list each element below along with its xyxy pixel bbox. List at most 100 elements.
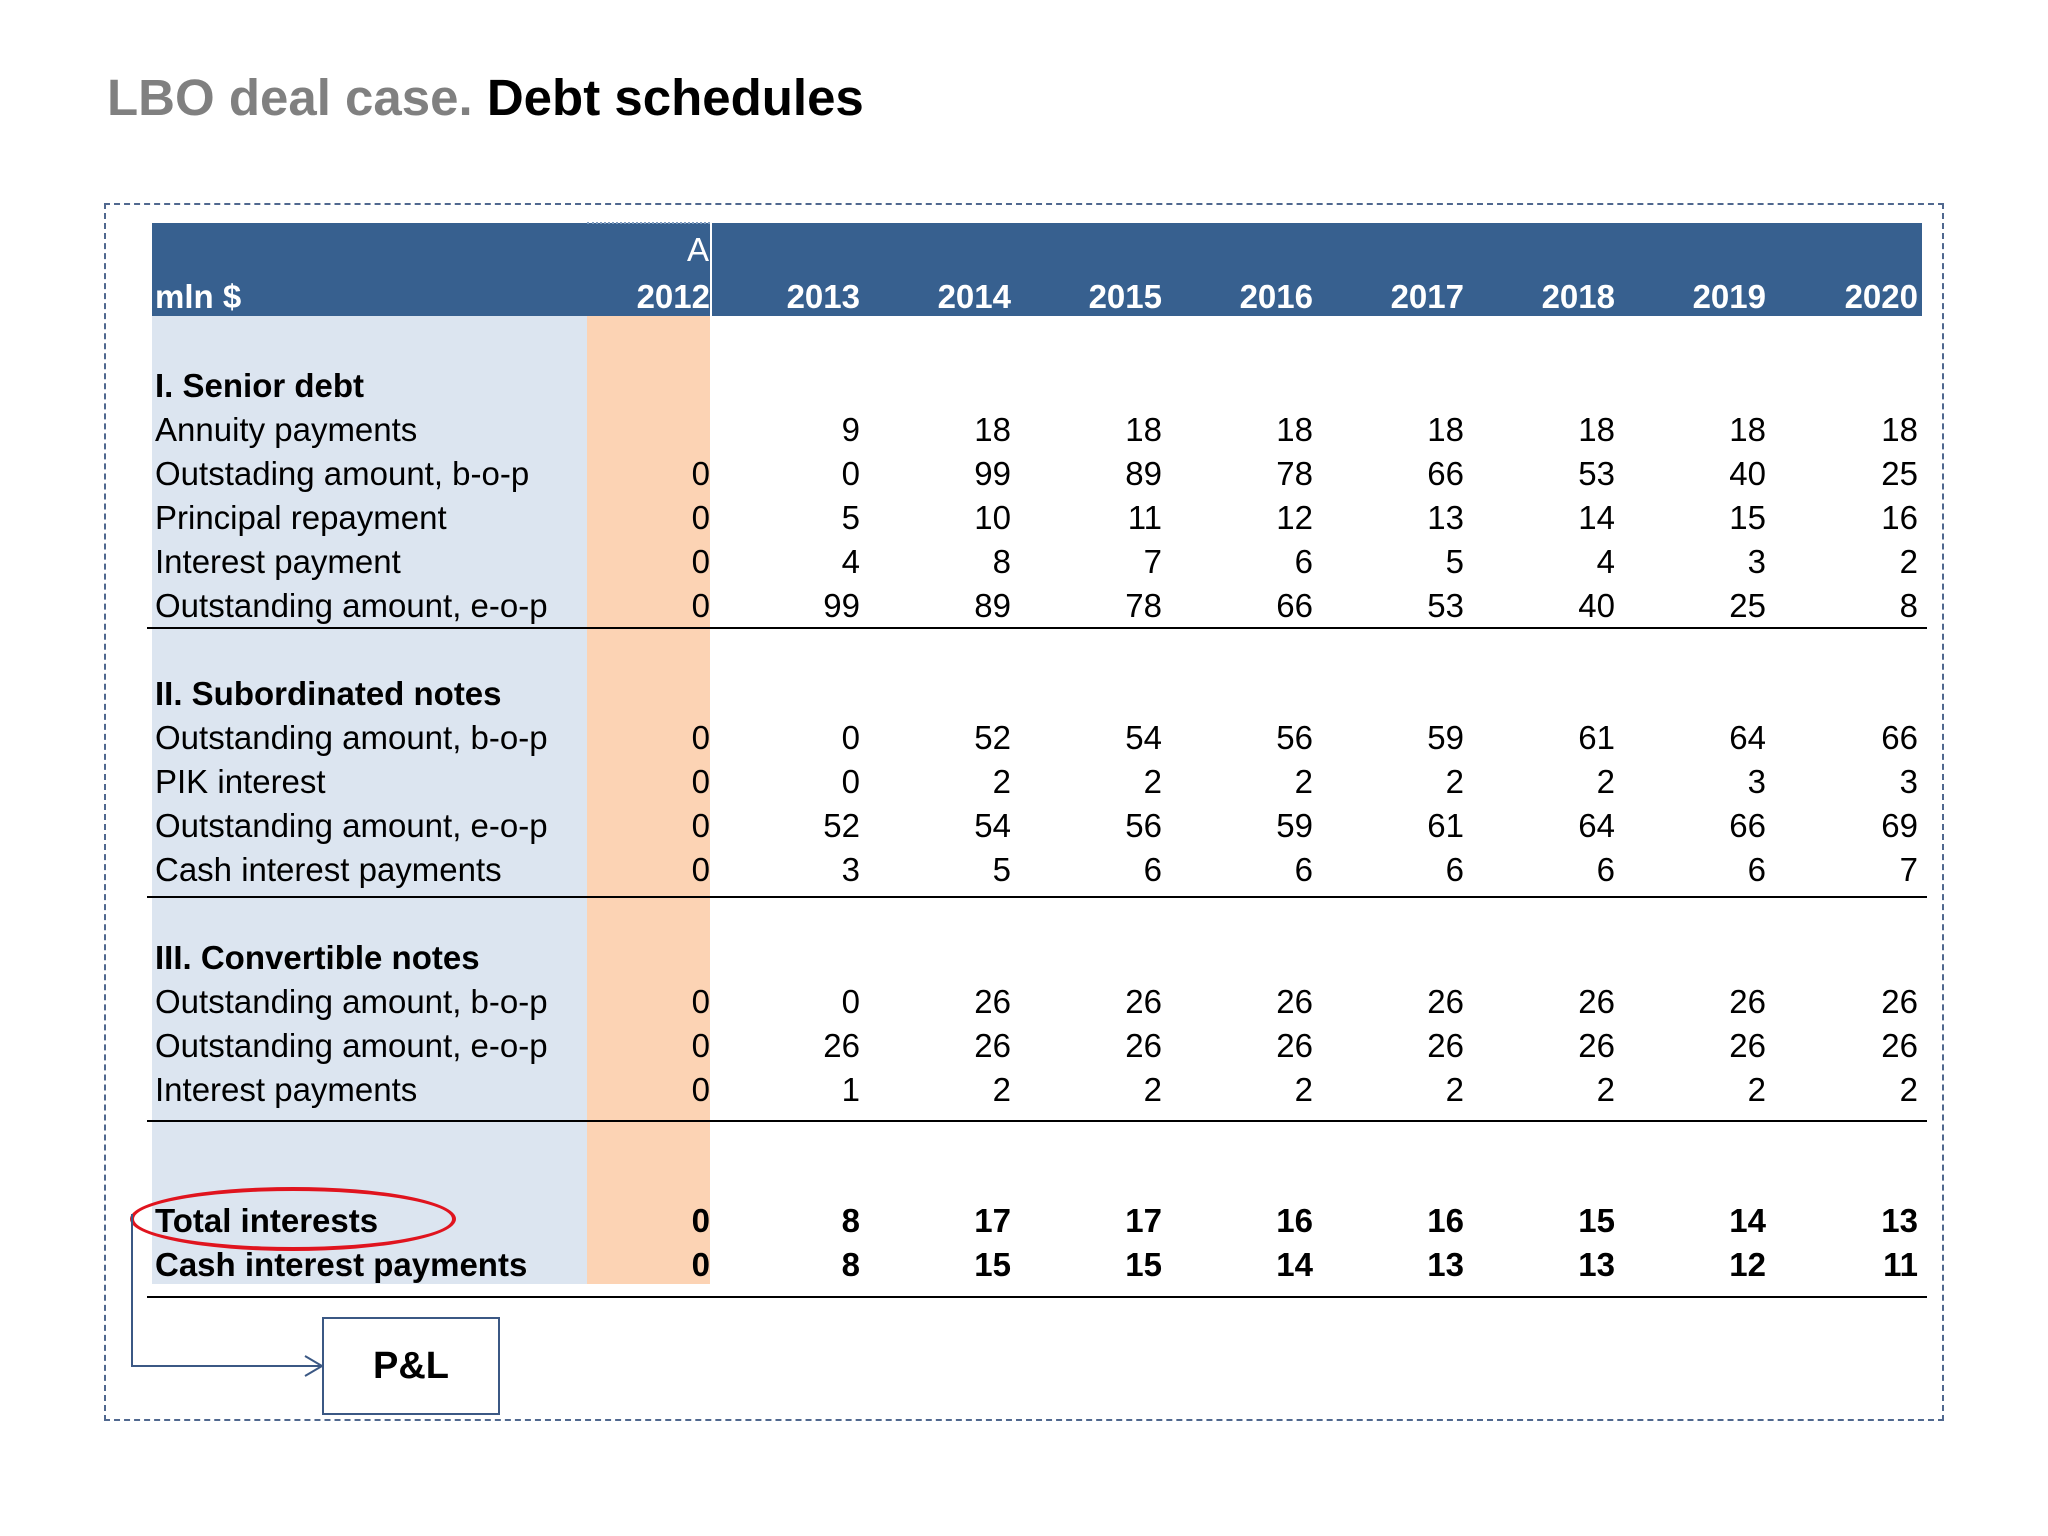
value-cell: 0 bbox=[691, 543, 710, 580]
value-cell: 18 bbox=[1125, 411, 1162, 448]
value-cell: 53 bbox=[1578, 455, 1615, 492]
year-header: 2017 bbox=[1390, 278, 1464, 315]
value-cell: 66 bbox=[1427, 455, 1464, 492]
actual-marker: A bbox=[686, 231, 709, 268]
value-cell: 17 bbox=[1125, 1202, 1162, 1239]
value-cell: 15 bbox=[974, 1246, 1011, 1283]
section-divider bbox=[147, 627, 1927, 629]
row-label: Outstading amount, b-o-p bbox=[155, 455, 530, 492]
value-cell: 8 bbox=[841, 1246, 860, 1283]
value-cell: 2 bbox=[1445, 1071, 1464, 1108]
row-label: PIK interest bbox=[155, 763, 326, 800]
value-cell: 2 bbox=[1747, 1071, 1766, 1108]
row-label: Outstanding amount, b-o-p bbox=[155, 983, 548, 1020]
title-prefix: LBO deal case. bbox=[107, 69, 473, 126]
row-label: Principal repayment bbox=[155, 499, 447, 536]
value-cell: 0 bbox=[691, 807, 710, 844]
value-cell: 53 bbox=[1427, 587, 1464, 624]
section-heading: II. Subordinated notes bbox=[155, 675, 502, 712]
value-cell: 89 bbox=[974, 587, 1011, 624]
value-cell: 0 bbox=[691, 763, 710, 800]
value-cell: 2 bbox=[1596, 1071, 1615, 1108]
value-cell: 0 bbox=[691, 1246, 710, 1283]
value-cell: 8 bbox=[841, 1202, 860, 1239]
value-cell: 18 bbox=[1276, 411, 1313, 448]
year-header: 2012 bbox=[636, 278, 710, 315]
value-cell: 15 bbox=[1729, 499, 1766, 536]
value-cell: 0 bbox=[691, 1202, 710, 1239]
value-cell: 5 bbox=[992, 851, 1011, 888]
value-cell: 12 bbox=[1276, 499, 1313, 536]
value-cell: 66 bbox=[1881, 719, 1918, 756]
value-cell: 13 bbox=[1578, 1246, 1615, 1283]
value-cell: 0 bbox=[841, 983, 860, 1020]
value-cell: 59 bbox=[1276, 807, 1313, 844]
section-divider bbox=[147, 1296, 1927, 1298]
value-cell: 17 bbox=[974, 1202, 1011, 1239]
value-cell: 2 bbox=[1294, 763, 1313, 800]
value-cell: 6 bbox=[1747, 851, 1766, 888]
year-header: 2018 bbox=[1541, 278, 1615, 315]
value-cell: 26 bbox=[1578, 1027, 1615, 1064]
value-cell: 78 bbox=[1125, 587, 1162, 624]
value-cell: 0 bbox=[691, 719, 710, 756]
row-label: Interest payments bbox=[155, 1071, 418, 1108]
value-cell: 18 bbox=[1578, 411, 1615, 448]
value-cell: 2 bbox=[1294, 1071, 1313, 1108]
year-header: 2016 bbox=[1239, 278, 1313, 315]
page-title: LBO deal case. Debt schedules bbox=[107, 68, 864, 127]
value-cell: 26 bbox=[974, 983, 1011, 1020]
value-cell: 2 bbox=[1596, 763, 1615, 800]
value-cell: 26 bbox=[1578, 983, 1615, 1020]
slide-frame bbox=[104, 203, 1944, 1421]
value-cell: 7 bbox=[1143, 543, 1162, 580]
value-cell: 4 bbox=[1596, 543, 1615, 580]
value-cell: 6 bbox=[1596, 851, 1615, 888]
header-dotted-border bbox=[587, 222, 710, 224]
value-cell: 26 bbox=[1276, 983, 1313, 1020]
value-cell: 26 bbox=[1881, 1027, 1918, 1064]
table-header bbox=[152, 223, 1922, 316]
value-cell: 0 bbox=[691, 455, 710, 492]
value-cell: 26 bbox=[1729, 1027, 1766, 1064]
value-cell: 0 bbox=[691, 851, 710, 888]
value-cell: 9 bbox=[841, 411, 860, 448]
row-label: Outstanding amount, b-o-p bbox=[155, 719, 548, 756]
value-cell: 2 bbox=[1143, 1071, 1162, 1108]
value-cell: 16 bbox=[1276, 1202, 1313, 1239]
value-cell: 54 bbox=[1125, 719, 1162, 756]
value-cell: 2 bbox=[1899, 543, 1918, 580]
row-label: Outstanding amount, e-o-p bbox=[155, 807, 548, 844]
value-cell: 5 bbox=[841, 499, 860, 536]
row-label: Outstanding amount, e-o-p bbox=[155, 1027, 548, 1064]
row-label: Cash interest payments bbox=[155, 851, 502, 888]
value-cell: 26 bbox=[823, 1027, 860, 1064]
section-divider bbox=[147, 1120, 1927, 1122]
value-cell: 26 bbox=[974, 1027, 1011, 1064]
value-cell: 16 bbox=[1427, 1202, 1464, 1239]
header-separator bbox=[710, 223, 712, 316]
value-cell: 25 bbox=[1729, 587, 1766, 624]
value-cell: 66 bbox=[1729, 807, 1766, 844]
year-header: 2019 bbox=[1692, 278, 1766, 315]
value-cell: 61 bbox=[1578, 719, 1615, 756]
value-cell: 26 bbox=[1881, 983, 1918, 1020]
value-cell: 0 bbox=[841, 455, 860, 492]
value-cell: 66 bbox=[1276, 587, 1313, 624]
value-cell: 11 bbox=[1883, 1246, 1918, 1283]
value-cell: 18 bbox=[974, 411, 1011, 448]
value-cell: 52 bbox=[823, 807, 860, 844]
value-cell: 0 bbox=[691, 587, 710, 624]
value-cell: 2 bbox=[1143, 763, 1162, 800]
year-header: 2013 bbox=[786, 278, 860, 315]
year-header: 2020 bbox=[1844, 278, 1918, 315]
value-cell: 61 bbox=[1427, 807, 1464, 844]
value-cell: 7 bbox=[1899, 851, 1918, 888]
value-cell: 26 bbox=[1125, 983, 1162, 1020]
value-cell: 3 bbox=[841, 851, 860, 888]
section-heading: III. Convertible notes bbox=[155, 939, 480, 976]
value-cell: 1 bbox=[841, 1071, 860, 1108]
value-cell: 16 bbox=[1881, 499, 1918, 536]
section-heading: I. Senior debt bbox=[155, 367, 365, 404]
